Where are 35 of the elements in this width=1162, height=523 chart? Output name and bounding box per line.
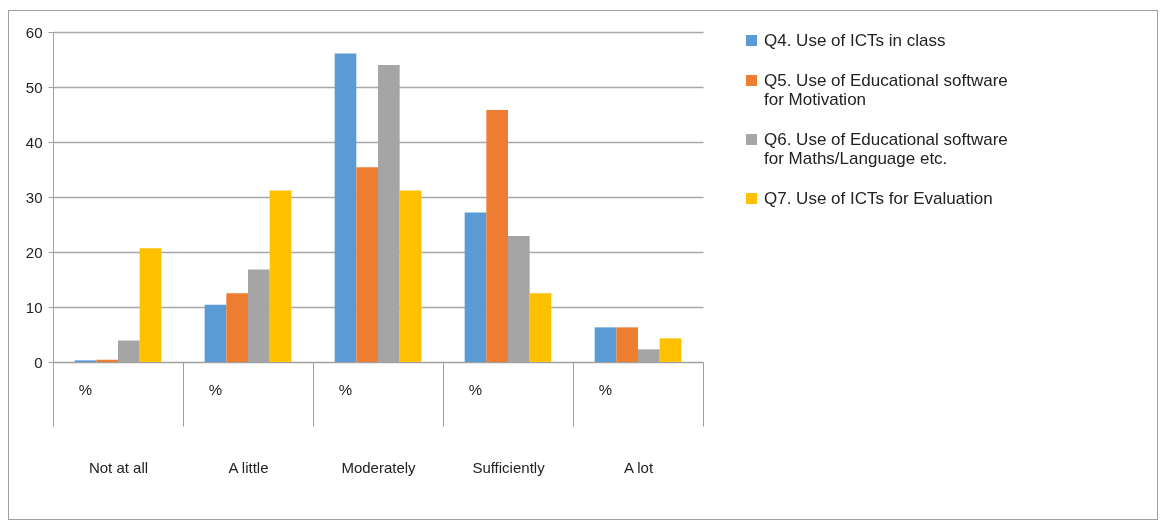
bar	[269, 190, 292, 362]
y-tick-label: 0	[34, 353, 43, 371]
x-tick-label: Not at all	[88, 458, 149, 476]
y-tick-label: 20	[25, 243, 43, 261]
text: %	[338, 381, 353, 398]
bar	[96, 359, 118, 362]
bar	[204, 304, 227, 362]
y-tick-label: 30	[25, 188, 43, 206]
legend-label: Q4. Use of ICTs in class	[764, 30, 946, 50]
legend-label: Q6. Use of Educational software for Maths/Language etc.	[764, 129, 1008, 168]
text: %	[78, 381, 93, 398]
x-tick-label: Moderately	[341, 458, 417, 476]
bar	[529, 293, 552, 362]
text: %	[598, 381, 613, 398]
bar	[659, 338, 682, 362]
bar	[399, 190, 422, 362]
text: %	[468, 381, 483, 398]
bar	[486, 110, 508, 362]
text: %	[208, 381, 223, 398]
bar	[139, 248, 162, 362]
bar	[356, 167, 378, 362]
bar	[616, 327, 638, 362]
legend-label: Q7. Use of ICTs for Evaluation	[764, 188, 993, 208]
x-tick-label: A little	[228, 458, 269, 476]
y-tick-label: 40	[25, 133, 43, 151]
x-tick-label: A lot	[623, 458, 654, 476]
bar	[594, 327, 617, 362]
x-tick-label: Sufficiently	[472, 458, 546, 476]
y-tick-label: 60	[25, 23, 43, 41]
y-tick-label: 10	[25, 298, 43, 316]
legend-label: Q5. Use of Educational software for Motivation	[764, 70, 1008, 109]
bar	[226, 293, 248, 362]
y-tick-label: 50	[25, 78, 43, 96]
bar	[464, 212, 487, 362]
bar	[334, 53, 357, 362]
